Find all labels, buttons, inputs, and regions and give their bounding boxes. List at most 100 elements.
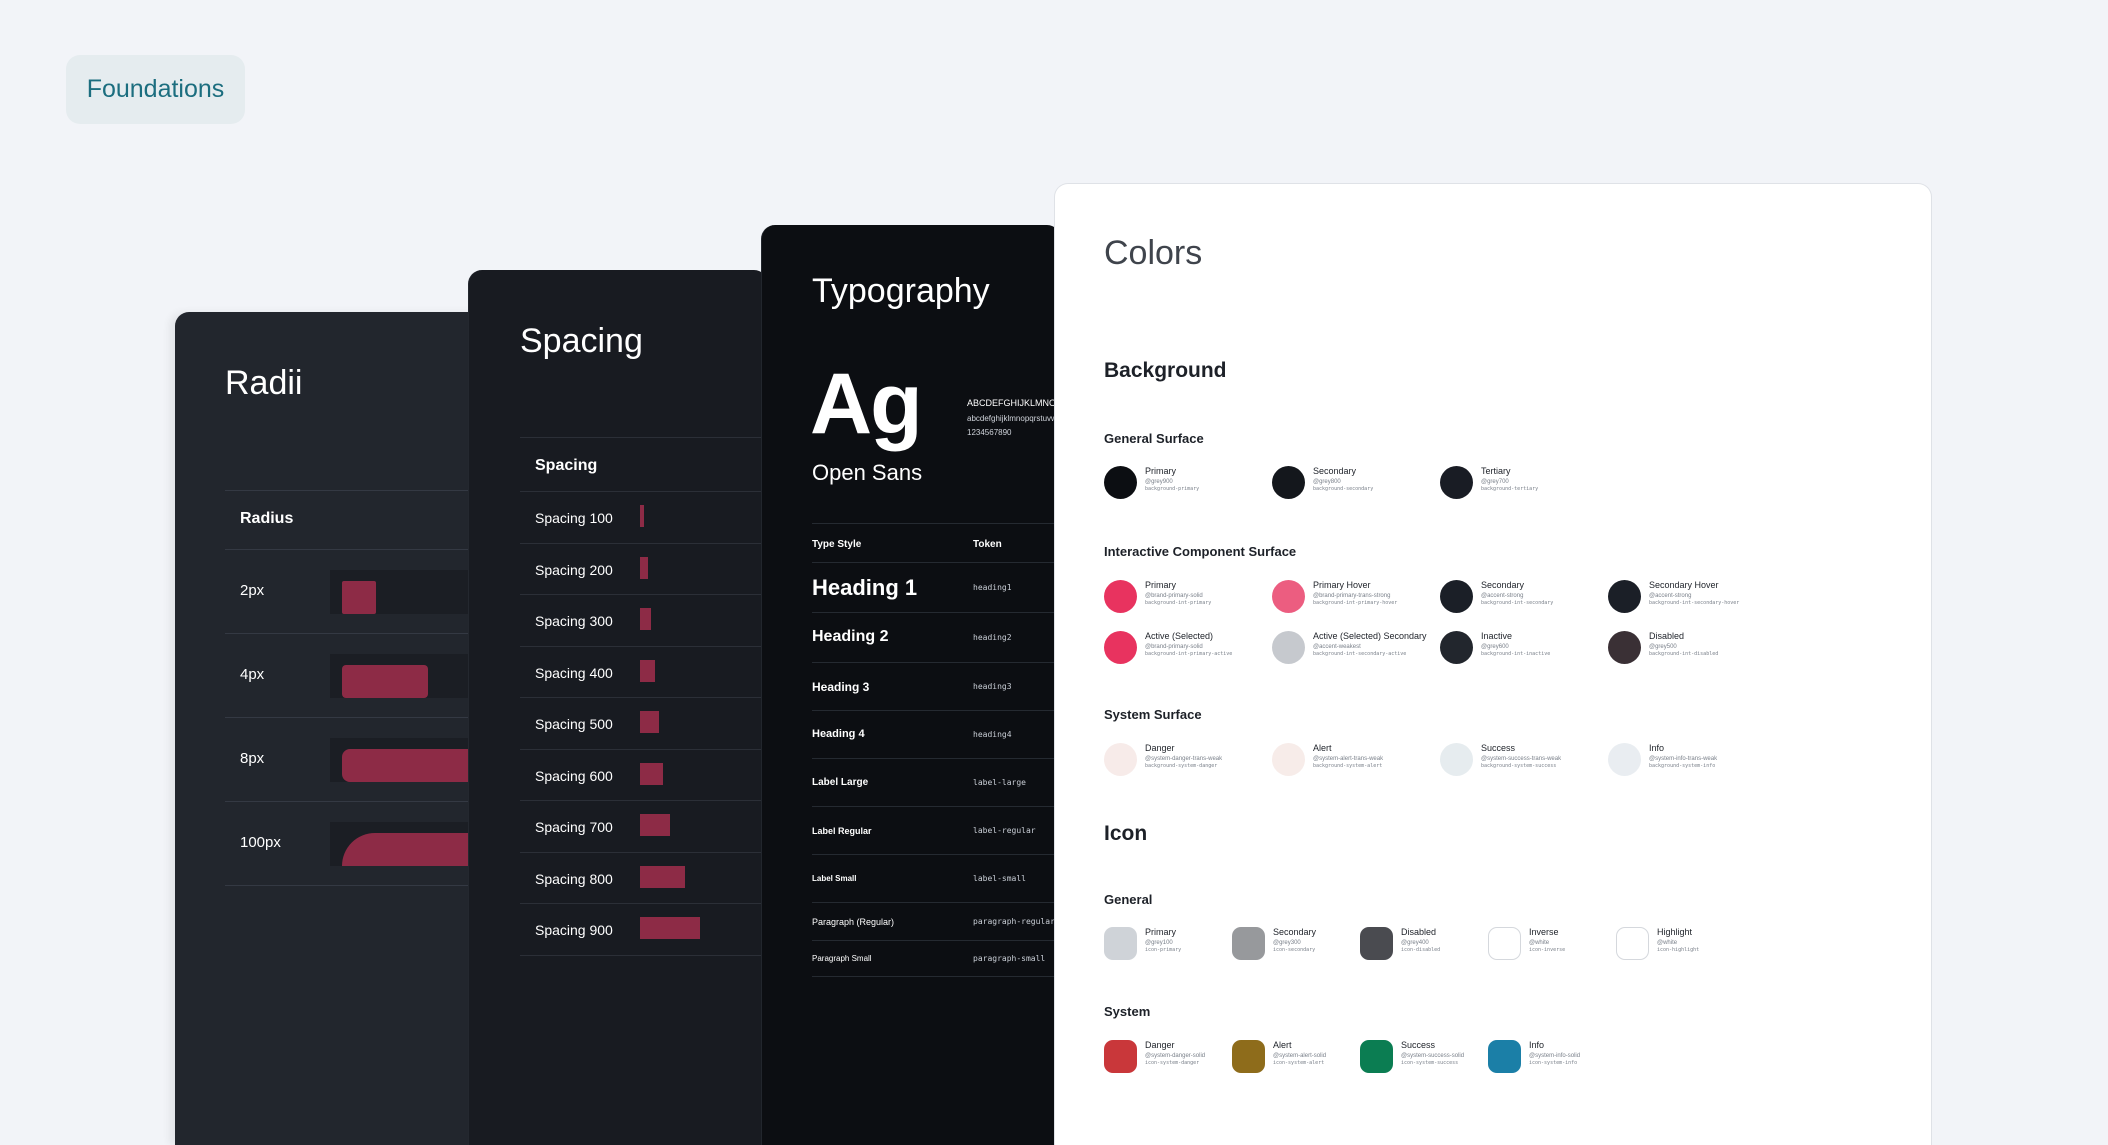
swatch-token: @grey900	[1145, 479, 1173, 485]
type-style-name: Label Large	[812, 777, 869, 788]
background-heading: Background	[1104, 359, 1227, 382]
type-token: label-regular	[973, 826, 1036, 835]
swatch-name: Info	[1529, 1040, 1545, 1050]
color-swatch: Inverse @white icon-inverse	[1488, 925, 1658, 965]
swatch-class: icon-system-info	[1529, 1060, 1578, 1066]
font-name: Open Sans	[812, 460, 923, 485]
swatch-name: Secondary Hover	[1649, 580, 1719, 590]
spacing-sample-bar	[640, 659, 655, 682]
swatch-token: @system-success-solid	[1401, 1053, 1465, 1059]
swatch-class: background-tertiary	[1481, 486, 1539, 492]
swatch-class: icon-disabled	[1401, 947, 1441, 953]
general-surface-heading: General Surface	[1104, 431, 1204, 446]
swatch-class: background-secondary	[1313, 486, 1374, 492]
spacing-sample-bar	[640, 505, 644, 527]
swatch-token: @grey500	[1649, 644, 1677, 650]
swatch-class: background-int-primary	[1145, 600, 1212, 606]
color-swatch: Secondary @grey300 icon-secondary	[1232, 925, 1402, 965]
swatch-color-chip	[1272, 466, 1305, 499]
swatch-color-chip	[1608, 580, 1641, 613]
colors-title: Colors	[1104, 234, 1203, 272]
swatch-class: icon-system-success	[1401, 1060, 1459, 1066]
swatch-token: @grey300	[1273, 940, 1301, 946]
swatch-color-chip	[1272, 580, 1305, 613]
swatch-name: Danger	[1145, 1040, 1175, 1050]
spacing-row: Spacing 700	[520, 801, 768, 853]
swatch-color-chip	[1616, 927, 1649, 960]
spacing-sample-bar	[640, 814, 670, 836]
swatch-class: background-int-inactive	[1481, 651, 1551, 657]
swatch-class: background-int-primary-active	[1145, 651, 1233, 657]
type-style-name: Paragraph (Regular)	[812, 917, 895, 927]
color-swatch: Primary Hover @brand-primary-trans-strong…	[1272, 578, 1442, 618]
spacing-label: Spacing 700	[535, 819, 613, 835]
swatch-color-chip	[1440, 580, 1473, 613]
color-swatch: Alert @system-alert-solid icon-system-aler…	[1232, 1038, 1402, 1078]
typography-title: Typography	[812, 272, 990, 310]
type-row: Label Small label-small	[812, 855, 1061, 903]
color-swatch: Info @system-info-solid icon-system-info	[1488, 1038, 1658, 1078]
swatch-color-chip	[1488, 1040, 1521, 1073]
swatch-class: icon-system-alert	[1273, 1060, 1325, 1066]
swatch-color-chip	[1104, 927, 1137, 960]
type-token: heading4	[973, 730, 1012, 739]
type-row: Label Large label-large	[812, 759, 1061, 807]
swatch-name: Secondary	[1273, 927, 1317, 937]
swatch-token: @system-danger-trans-weak	[1145, 756, 1223, 762]
typography-card: Typography Ag Open Sans ABCDEFGHIJKLMNOP…	[761, 225, 1061, 1145]
swatch-color-chip	[1440, 631, 1473, 664]
spacing-sample-bar	[640, 711, 659, 733]
spacing-row: Spacing 600	[520, 750, 768, 801]
color-swatch: Active (Selected) @brand-primary-solid bac…	[1104, 629, 1274, 669]
foundations-badge: Foundations	[66, 55, 245, 124]
swatch-color-chip	[1104, 1040, 1137, 1073]
swatch-color-chip	[1272, 743, 1305, 776]
swatch-class: icon-secondary	[1273, 947, 1316, 953]
swatch-class: icon-highlight	[1657, 947, 1700, 953]
color-swatch: Active (Selected) Secondary @accent-weake…	[1272, 629, 1442, 669]
swatch-token: @system-alert-solid	[1273, 1053, 1327, 1059]
swatch-name: Inverse	[1529, 927, 1559, 937]
swatch-token: @grey100	[1145, 940, 1173, 946]
spacing-row: Spacing 500	[520, 698, 768, 750]
spacing-row: Spacing 300	[520, 595, 768, 647]
colors-card: Colors Background General Surface Intera…	[1054, 183, 1932, 1145]
color-swatch: Highlight @white icon-highlight	[1616, 925, 1786, 965]
swatch-name: Primary	[1145, 466, 1176, 476]
swatch-color-chip	[1608, 631, 1641, 664]
type-row: Heading 1 heading1	[812, 563, 1061, 613]
swatch-token: @system-alert-trans-weak	[1313, 756, 1384, 762]
swatch-class: background-system-danger	[1145, 763, 1218, 769]
swatch-name: Active (Selected) Secondary	[1313, 631, 1427, 641]
radius-row: 8px	[225, 718, 505, 802]
type-token: label-small	[973, 874, 1026, 883]
spacing-header: Spacing	[520, 437, 768, 492]
spacing-row: Spacing 100	[520, 492, 768, 544]
type-style-name: Heading 1	[812, 575, 918, 600]
swatch-token: @white	[1657, 940, 1678, 946]
digits-sample: 1234567890	[967, 428, 1012, 437]
color-swatch: Disabled @grey400 icon-disabled	[1360, 925, 1530, 965]
swatch-token: @grey600	[1481, 644, 1509, 650]
color-swatch: Secondary Hover @accent-strong background-…	[1608, 578, 1778, 618]
swatch-token: @brand-primary-trans-strong	[1313, 593, 1391, 599]
swatch-color-chip	[1232, 927, 1265, 960]
swatch-color-chip	[1488, 927, 1521, 960]
swatch-color-chip	[1232, 1040, 1265, 1073]
radius-sample-bar	[342, 665, 428, 698]
swatch-name: Success	[1481, 743, 1516, 753]
swatch-name: Tertiary	[1481, 466, 1511, 476]
swatch-name: Primary	[1145, 927, 1176, 937]
swatch-color-chip	[1608, 743, 1641, 776]
radius-row: 4px	[225, 634, 505, 718]
swatch-color-chip	[1272, 631, 1305, 664]
swatch-name: Disabled	[1649, 631, 1685, 641]
token-col: Token	[973, 539, 1002, 550]
radius-header-label: Radius	[240, 510, 294, 527]
swatch-token: @brand-primary-solid	[1145, 593, 1203, 599]
spacing-row: Spacing 900	[520, 904, 768, 956]
color-swatch: Disabled @grey500 background-int-disabled	[1608, 629, 1778, 669]
interactive-surface-heading: Interactive Component Surface	[1104, 544, 1297, 559]
color-swatch: Primary @grey100 icon-primary	[1104, 925, 1274, 965]
type-token: paragraph-small	[973, 954, 1046, 963]
